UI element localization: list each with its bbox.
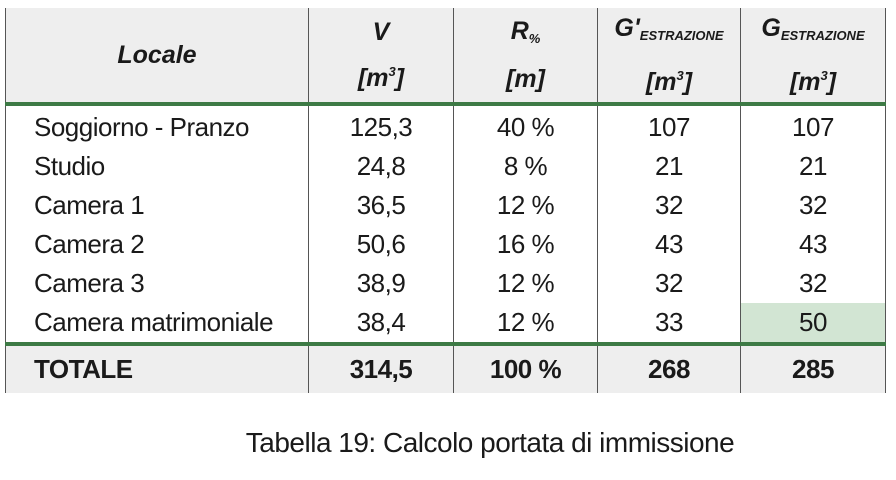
- table-cell: 32: [740, 186, 886, 225]
- table-footer: TOTALE 314,5 100 % 268 285: [5, 342, 886, 393]
- table-cell: 12 %: [453, 186, 598, 225]
- table-header: Locale V [m3] R% [m] G'ESTRAZIONE [m3] G…: [5, 8, 886, 106]
- header-symbol: G': [614, 14, 640, 42]
- table-cell: 50: [740, 303, 886, 344]
- unit-base: [m: [357, 64, 389, 92]
- header-sub: ESTRAZIONE: [780, 28, 865, 43]
- room-name: Studio: [5, 147, 309, 186]
- unit-end: ]: [395, 64, 405, 92]
- room-name: Soggiorno - Pranzo: [5, 104, 309, 147]
- total-row: TOTALE 314,5 100 % 268 285: [5, 342, 886, 393]
- table-cell: 107: [597, 104, 741, 147]
- total-cell: 268: [597, 342, 741, 393]
- caption: Tabella 19: Calcolo portata di immission…: [245, 427, 735, 458]
- header-cell: V [m3]: [308, 8, 454, 106]
- header-cell: G'ESTRAZIONE [m3]: [597, 8, 741, 106]
- header-sub: ESTRAZIONE: [639, 28, 724, 43]
- unit-sup: 3: [388, 64, 396, 79]
- header-cell: GESTRAZIONE [m3]: [740, 8, 886, 106]
- header-symbol: V: [372, 18, 390, 46]
- table-row: Camera 2 50,6 16 % 43 43: [5, 225, 886, 264]
- table-cell: 38,9: [308, 264, 454, 303]
- header-sub: %: [528, 31, 541, 46]
- header-unit: [m]: [506, 65, 545, 93]
- table-cell: 38,4: [308, 303, 454, 344]
- unit-end: ]: [683, 68, 693, 96]
- unit-base: [m: [645, 68, 677, 96]
- table-cell: 125,3: [308, 104, 454, 147]
- header-cell: Locale: [5, 8, 309, 106]
- table-cell: 21: [597, 147, 741, 186]
- room-name: Camera 3: [5, 264, 309, 303]
- table-cell: 43: [597, 225, 741, 264]
- table-cell: 33: [597, 303, 741, 344]
- unit-sup: 3: [676, 68, 684, 83]
- table: Locale V [m3] R% [m] G'ESTRAZIONE [m3] G…: [5, 8, 886, 393]
- room-name: Camera 1: [5, 186, 309, 225]
- unit-end: ]: [827, 68, 837, 96]
- unit-sup: 3: [820, 68, 828, 83]
- header-symbol: G: [761, 14, 781, 42]
- table-row: Soggiorno - Pranzo 125,3 40 % 107 107: [5, 104, 886, 147]
- total-cell: 314,5: [308, 342, 454, 393]
- total-cell: 285: [740, 342, 886, 393]
- table-cell: 12 %: [453, 303, 598, 344]
- table-cell: 32: [740, 264, 886, 303]
- total-label: TOTALE: [5, 342, 309, 393]
- room-name: Camera 2: [5, 225, 309, 264]
- table-row: Camera 3 38,9 12 % 32 32: [5, 264, 886, 303]
- table-row: Studio 24,8 8 % 21 21: [5, 147, 886, 186]
- header-label: Locale: [117, 41, 197, 69]
- table-cell: 50,6: [308, 225, 454, 264]
- header-unit: [m3]: [598, 56, 740, 102]
- header-unit: [m3]: [741, 56, 885, 102]
- header-symbol: R: [510, 17, 529, 45]
- header-unit: [m3]: [309, 52, 453, 98]
- unit-base: [m: [789, 68, 821, 96]
- table-cell: 107: [740, 104, 886, 147]
- table-cell: 40 %: [453, 104, 598, 147]
- table-cell: 36,5: [308, 186, 454, 225]
- total-cell: 100 %: [453, 342, 598, 393]
- table-cell: 16 %: [453, 225, 598, 264]
- table-cell: 12 %: [453, 264, 598, 303]
- table-cell: 8 %: [453, 147, 598, 186]
- table-body: Soggiorno - Pranzo 125,3 40 % 107 107 Studio 2…: [5, 104, 886, 344]
- table-cell: 21: [740, 147, 886, 186]
- table-cell: 32: [597, 186, 741, 225]
- table-cell: 43: [740, 225, 886, 264]
- table-cell: 32: [597, 264, 741, 303]
- header-row: Locale V [m3] R% [m] G'ESTRAZIONE [m3] G…: [5, 8, 886, 106]
- room-name: Camera matrimoniale: [5, 303, 309, 344]
- table-cell: 24,8: [308, 147, 454, 186]
- header-cell: R% [m]: [453, 8, 598, 106]
- table-row: Camera matrimoniale 38,4 12 % 33 50: [5, 303, 886, 344]
- table-row: Camera 1 36,5 12 % 32 32: [5, 186, 886, 225]
